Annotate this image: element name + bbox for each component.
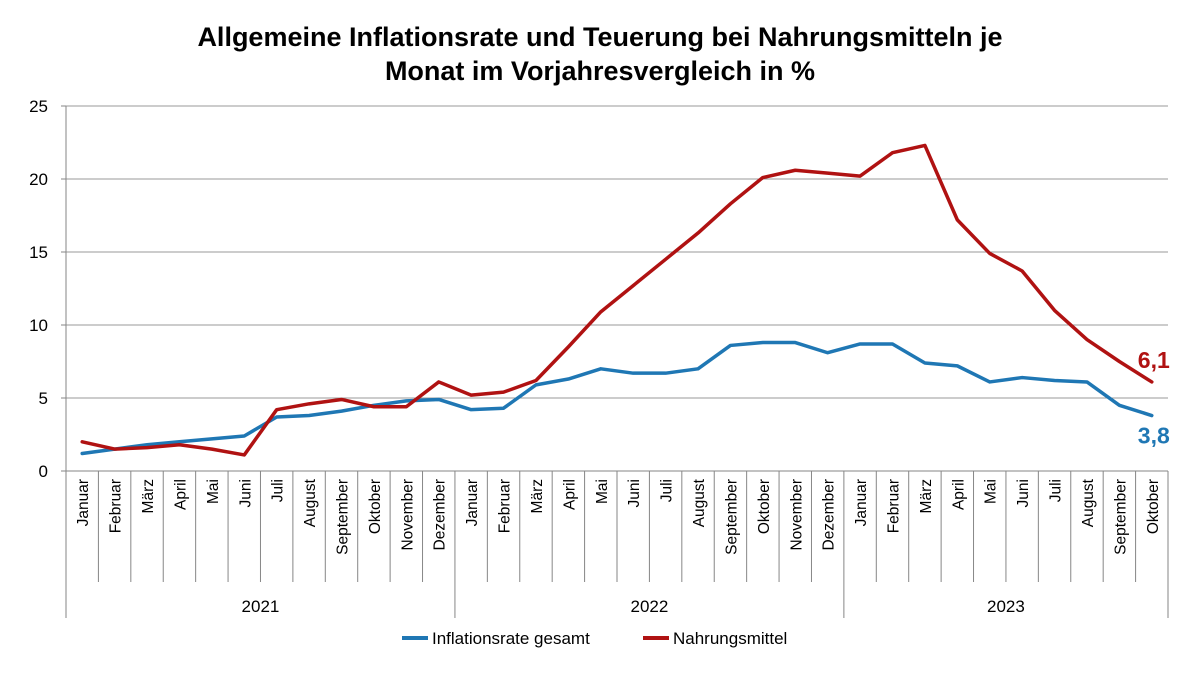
x-category-label: April — [561, 479, 578, 510]
y-axis: 0 5 10 15 20 25 — [29, 97, 67, 481]
x-group-label-2023: 2023 — [987, 597, 1025, 616]
x-category-label: Oktober — [1145, 479, 1162, 534]
end-label-inflationsrate: 3,8 — [1138, 423, 1170, 449]
y-tick-label: 20 — [29, 170, 48, 189]
x-category-label: Juli — [1048, 479, 1065, 502]
x-category-label: Dezember — [821, 479, 838, 551]
x-category-label: Februar — [497, 479, 514, 533]
y-tick-label: 15 — [29, 243, 48, 262]
x-category-label: Januar — [464, 479, 481, 526]
legend-label-nahrungsmittel: Nahrungsmittel — [673, 629, 787, 648]
x-category-label: November — [788, 479, 805, 551]
x-category-label: September — [1112, 479, 1129, 555]
gridlines — [66, 105, 1168, 399]
x-category-label: März — [529, 479, 546, 513]
x-category-label: Juni — [626, 479, 643, 507]
x-category-label: November — [399, 479, 416, 551]
series-lines — [80, 143, 1154, 457]
x-category-label: April — [950, 479, 967, 510]
x-category-label: Juli — [659, 479, 676, 502]
x-category-label: Februar — [108, 479, 125, 533]
x-category-label: September — [335, 479, 352, 555]
x-category-label: August — [1080, 478, 1097, 527]
y-tick-label: 5 — [39, 389, 48, 408]
x-category-label: April — [172, 479, 189, 510]
x-category-label: Dezember — [432, 479, 449, 551]
x-category-label: Juli — [270, 479, 287, 502]
x-group-label-2022: 2022 — [630, 597, 668, 616]
x-category-label: Mai — [983, 479, 1000, 504]
series-line-inflationsrate — [80, 340, 1154, 456]
x-category-label: Januar — [75, 479, 92, 526]
x-axis: Januar Februar März April Mai Juni Juli August S… — [65, 470, 1169, 618]
x-category-label: Mai — [594, 479, 611, 504]
x-category-label: August — [302, 478, 319, 527]
x-group-label-2021: 2021 — [242, 597, 280, 616]
legend-label-inflationsrate: Inflationsrate gesamt — [432, 629, 590, 648]
x-category-label: Oktober — [756, 479, 773, 534]
legend: Inflationsrate gesamt Nahrungsmittel — [402, 629, 787, 648]
chart-title-line-1: Allgemeine Inflationsrate und Teuerung b… — [197, 22, 1002, 52]
x-category-label: August — [691, 478, 708, 527]
x-category-label: Januar — [853, 479, 870, 526]
x-category-label: März — [140, 479, 157, 513]
x-category-label: Juni — [1015, 479, 1032, 507]
x-category-label: Mai — [205, 479, 222, 504]
end-label-nahrungsmittel: 6,1 — [1138, 347, 1170, 373]
x-category-label: Oktober — [367, 479, 384, 534]
x-category-label: Juni — [237, 479, 254, 507]
chart-title-line-2: Monat im Vorjahresvergleich in % — [385, 56, 815, 86]
y-tick-label: 0 — [39, 462, 48, 481]
y-tick-label: 25 — [29, 97, 48, 116]
x-category-label: September — [723, 479, 740, 555]
x-category-label: März — [918, 479, 935, 513]
series-line-nahrungsmittel — [80, 143, 1154, 457]
x-category-label: Februar — [886, 479, 903, 533]
end-labels: 3,8 6,1 — [1138, 347, 1170, 449]
y-tick-label: 10 — [29, 316, 48, 335]
